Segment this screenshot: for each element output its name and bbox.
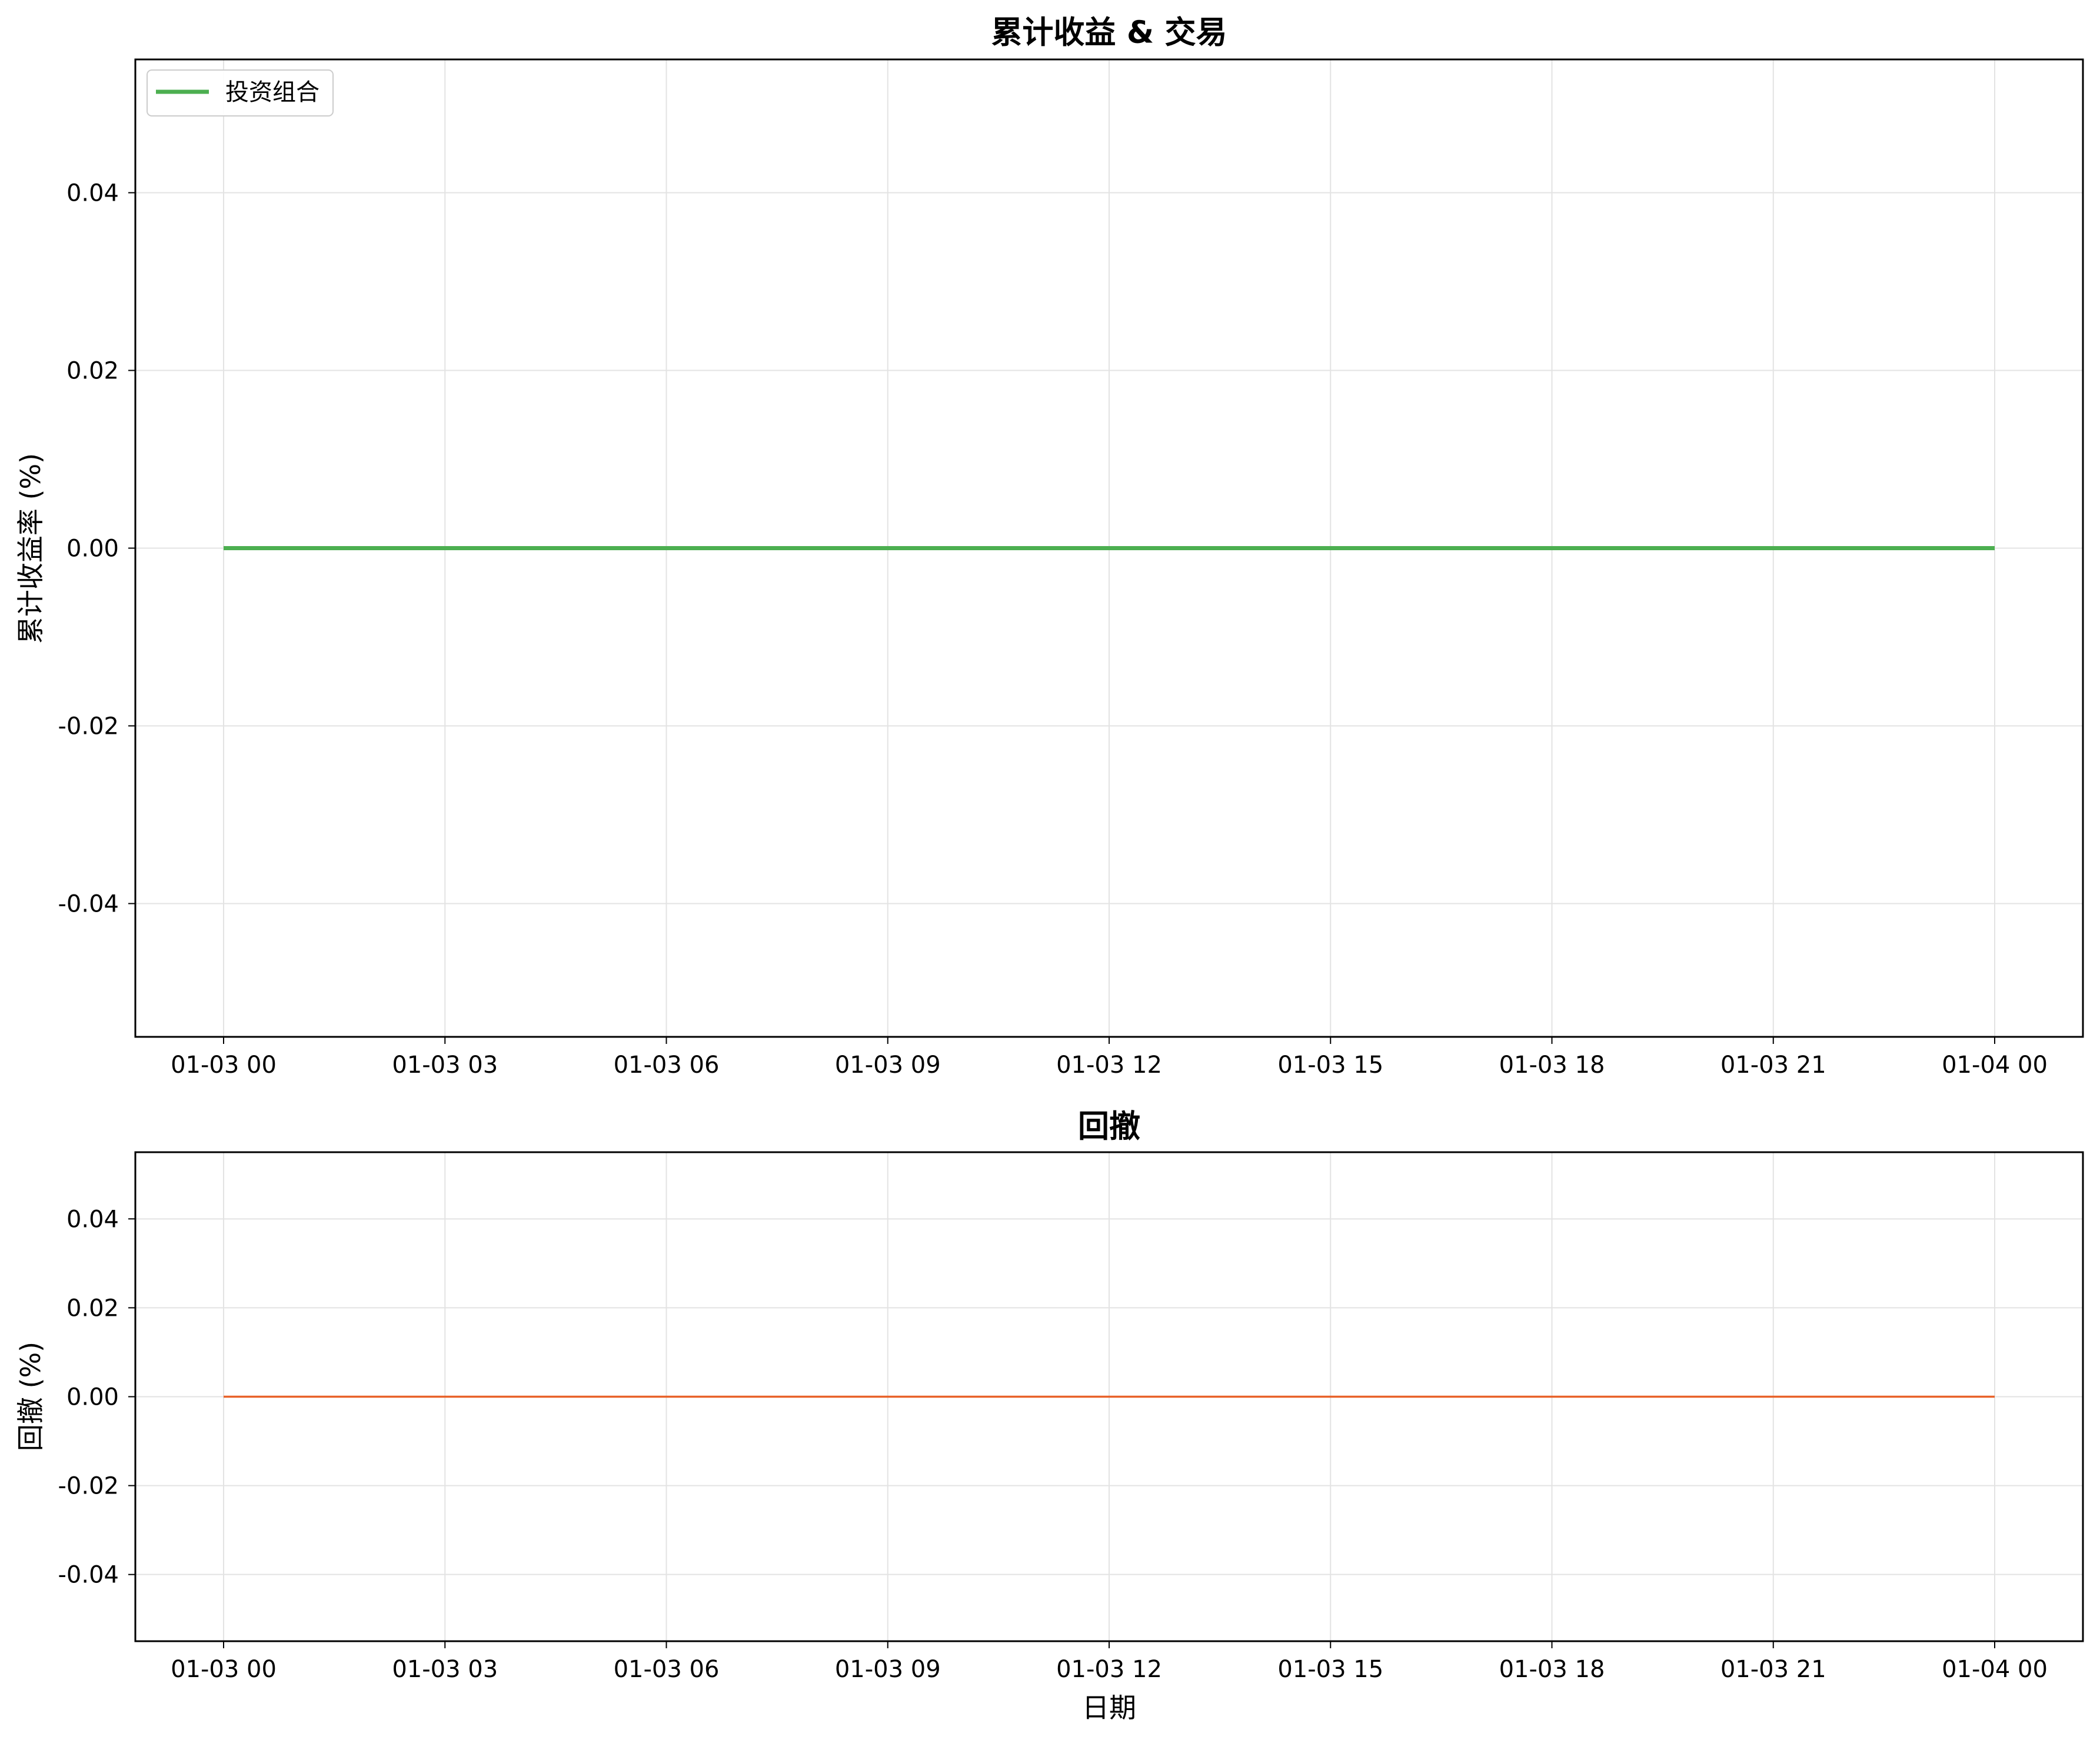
drawdown-panel: 回撤 01-03 00 01-03 03 01-03 06 01-03 09 01-03… [15,1109,2084,1724]
cumulative-return-y-tick-label: -0.02 [58,713,119,740]
legend-entry-portfolio: 投资组合 [225,79,320,106]
drawdown-x-tick-label: 01-03 18 [1499,1656,1605,1683]
drawdown-y-ticks: 0.04 0.02 0.00 -0.02 -0.04 [58,1206,135,1589]
cumulative-return-x-tick-label: 01-03 06 [614,1052,720,1079]
drawdown-x-tick-label: 01-03 06 [614,1656,720,1683]
cumulative-return-x-tick-label: 01-03 12 [1056,1052,1162,1079]
cumulative-return-x-tick-label: 01-03 15 [1277,1052,1383,1079]
drawdown-x-tick-label: 01-03 12 [1056,1656,1162,1683]
cumulative-return-x-tick-label: 01-04 00 [1942,1052,2048,1079]
cumulative-return-y-tick-label: 0.00 [66,535,119,563]
cumulative-return-x-tick-label: 01-03 09 [835,1052,941,1079]
drawdown-y-tick-label: 0.00 [66,1384,119,1411]
drawdown-x-ticks: 01-03 00 01-03 03 01-03 06 01-03 09 01-03 12… [171,1641,2048,1683]
drawdown-y-tick-label: -0.02 [58,1473,119,1500]
drawdown-x-tick-label: 01-03 00 [171,1656,277,1683]
drawdown-x-axis-label: 日期 [1082,1692,1136,1724]
cumulative-return-y-tick-label: 0.04 [66,180,119,207]
cumulative-return-y-ticks: 0.04 0.02 0.00 -0.02 -0.04 [58,180,135,918]
drawdown-x-tick-label: 01-03 03 [392,1656,498,1683]
drawdown-x-tick-label: 01-03 09 [835,1656,941,1683]
cumulative-return-x-ticks: 01-03 00 01-03 03 01-03 06 01-03 09 01-03 12… [171,1037,2048,1079]
cumulative-return-x-tick-label: 01-03 03 [392,1052,498,1079]
drawdown-y-tick-label: -0.04 [58,1562,119,1589]
drawdown-x-tick-label: 01-04 00 [1942,1656,2048,1683]
cumulative-return-panel: 累计收益 & 交易 01-03 00 01-03 03 01-03 06 01-03 … [15,15,2084,1079]
cumulative-return-x-tick-label: 01-03 00 [171,1052,277,1079]
cumulative-return-legend: 投资组合 [147,69,334,117]
cumulative-return-y-tick-label: -0.04 [58,891,119,918]
drawdown-x-tick-label: 01-03 21 [1720,1656,1826,1683]
drawdown-y-tick-label: 0.02 [66,1295,119,1322]
drawdown-y-tick-label: 0.04 [66,1206,119,1233]
cumulative-return-y-axis-label: 累计收益率 (%) [15,453,46,644]
cumulative-return-title: 累计收益 & 交易 [991,15,1227,51]
legend-box [147,69,334,117]
drawdown-y-axis-label: 回撤 (%) [15,1342,46,1451]
cumulative-return-x-tick-label: 01-03 21 [1720,1052,1826,1079]
cumulative-return-y-tick-label: 0.02 [66,358,119,385]
cumulative-return-x-tick-label: 01-03 18 [1499,1052,1605,1079]
drawdown-title: 回撤 [1078,1109,1140,1145]
drawdown-x-tick-label: 01-03 15 [1277,1656,1383,1683]
